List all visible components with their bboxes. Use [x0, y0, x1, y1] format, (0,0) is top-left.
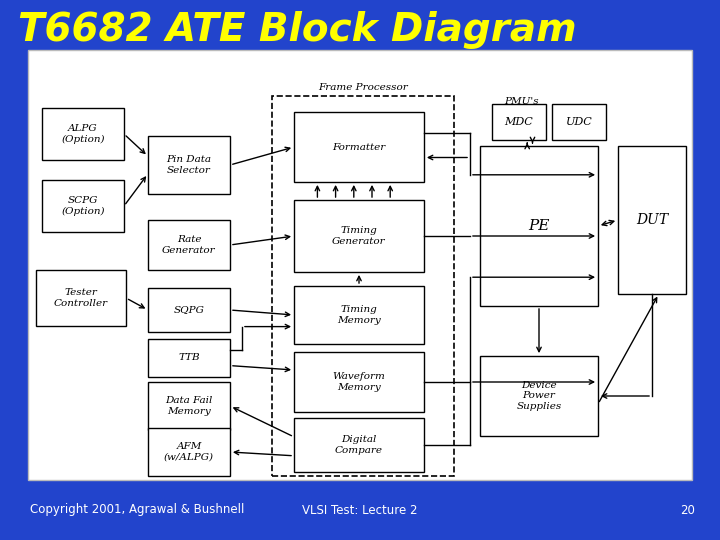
Bar	[148, 288, 230, 332]
Bar	[294, 418, 424, 472]
Text: Rate
Generator: Rate Generator	[162, 235, 216, 255]
Bar	[294, 286, 424, 344]
Bar	[148, 382, 230, 430]
Text: Data Fail
Memory: Data Fail Memory	[166, 396, 212, 416]
Text: Timing
Memory: Timing Memory	[337, 305, 381, 325]
Bar	[42, 108, 124, 160]
Text: Copyright 2001, Agrawal & Bushnell: Copyright 2001, Agrawal & Bushnell	[30, 503, 244, 516]
Bar	[480, 356, 598, 436]
Bar	[148, 136, 230, 194]
Bar	[148, 339, 230, 377]
Bar	[618, 146, 686, 294]
Text: Pin Data
Selector: Pin Data Selector	[166, 156, 212, 175]
Bar	[28, 50, 692, 480]
Text: VLSI Test: Lecture 2: VLSI Test: Lecture 2	[302, 503, 418, 516]
Bar	[272, 96, 454, 476]
Bar	[552, 104, 606, 140]
Text: 20: 20	[680, 503, 695, 516]
Text: SCPG
(Option): SCPG (Option)	[61, 196, 104, 216]
Text: ALPG
(Option): ALPG (Option)	[61, 124, 104, 144]
Text: Digital
Compare: Digital Compare	[335, 435, 383, 455]
Text: Frame Processor: Frame Processor	[318, 83, 408, 92]
Text: AFM
(w/ALPG): AFM (w/ALPG)	[164, 442, 214, 462]
Text: SQPG: SQPG	[174, 306, 204, 314]
Bar	[294, 200, 424, 272]
Text: DUT: DUT	[636, 213, 668, 227]
Bar	[480, 146, 598, 306]
Text: UDC: UDC	[566, 117, 593, 127]
Text: Timing
Generator: Timing Generator	[332, 226, 386, 246]
Text: PMU's: PMU's	[504, 97, 539, 106]
Text: Tester
Controller: Tester Controller	[54, 288, 108, 308]
Bar	[42, 180, 124, 232]
Text: T6682 ATE Block Diagram: T6682 ATE Block Diagram	[18, 11, 577, 49]
Bar	[294, 352, 424, 412]
Text: Device
Power
Supplies: Device Power Supplies	[516, 381, 562, 411]
Text: TTB: TTB	[178, 354, 200, 362]
Bar	[148, 220, 230, 270]
Text: Waveform
Memory: Waveform Memory	[333, 372, 385, 391]
Bar	[148, 428, 230, 476]
Bar	[294, 112, 424, 182]
Bar	[492, 104, 546, 140]
Text: Formatter: Formatter	[333, 143, 386, 152]
Bar	[36, 270, 126, 326]
Text: MDC: MDC	[505, 117, 534, 127]
Text: PE: PE	[528, 219, 549, 233]
